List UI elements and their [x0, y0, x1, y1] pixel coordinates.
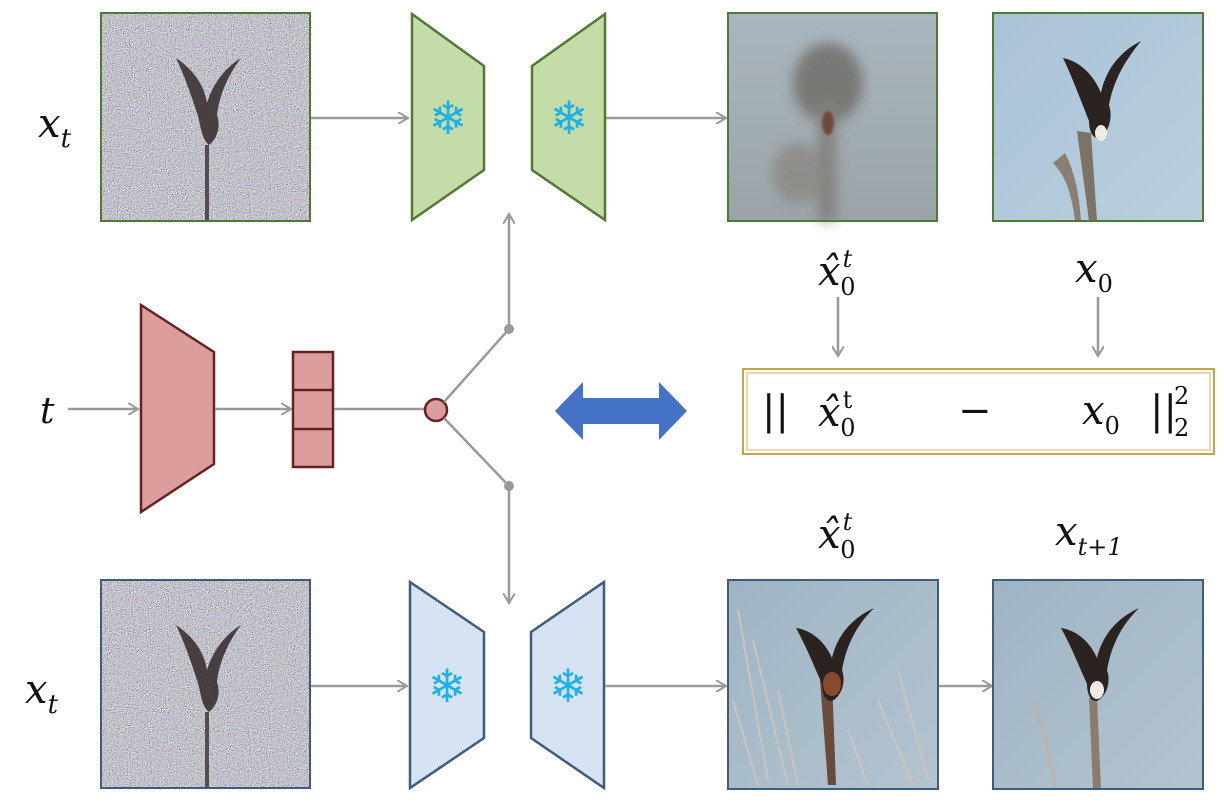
upper-branch-line — [443, 328, 510, 403]
top-noisy-image — [100, 12, 311, 222]
top-input-label: xt — [38, 101, 72, 154]
snowflake-icon: ❄ — [549, 659, 588, 713]
bottom-input-label: xt — [25, 667, 59, 720]
snowflake-icon: ❄ — [429, 91, 468, 145]
bottom-prediction-image — [727, 579, 939, 790]
top-target-image — [992, 12, 1204, 222]
bottom-unet-encoder — [408, 579, 486, 791]
time-encoder — [139, 302, 216, 515]
loss-left-norm: || — [762, 388, 789, 434]
snowflake-icon: ❄ — [428, 659, 467, 713]
top-frozen-unet: ❄ ❄ — [410, 11, 607, 223]
bottom-unet-decoder — [529, 579, 606, 791]
bottom-frozen-unet: ❄ ❄ — [408, 579, 606, 791]
double-arrow-icon — [555, 382, 687, 440]
loss-prediction-term: x̂t 0 — [818, 386, 856, 442]
snowflake-icon: ❄ — [550, 91, 589, 145]
bottom-prediction-label: x̂t 0 — [818, 508, 856, 564]
lower-branch-line — [443, 417, 510, 487]
top-target-label: x0 — [1075, 246, 1113, 298]
bottom-next-image — [992, 579, 1204, 790]
bottom-noisy-image — [100, 579, 311, 789]
bottom-next-label: xt+1 — [1055, 509, 1123, 561]
top-prediction-image — [727, 12, 938, 222]
time-embedding-vector — [291, 350, 335, 469]
loss-norm-subscript: 2 — [1174, 414, 1189, 442]
top-unet-decoder — [530, 11, 607, 223]
loss-target-term: x0 — [1082, 388, 1120, 440]
loss-minus-sign: − — [958, 388, 992, 434]
loss-box: || x̂t 0 − x0 || 2 2 — [742, 368, 1215, 455]
timestep-label: t — [40, 391, 55, 432]
loss-norm-exponent: 2 — [1174, 382, 1189, 410]
top-unet-encoder — [410, 11, 486, 223]
branch-node — [423, 397, 449, 423]
top-prediction-label: x̂t 0 — [818, 245, 856, 301]
loss-right-norm: || — [1150, 388, 1177, 434]
